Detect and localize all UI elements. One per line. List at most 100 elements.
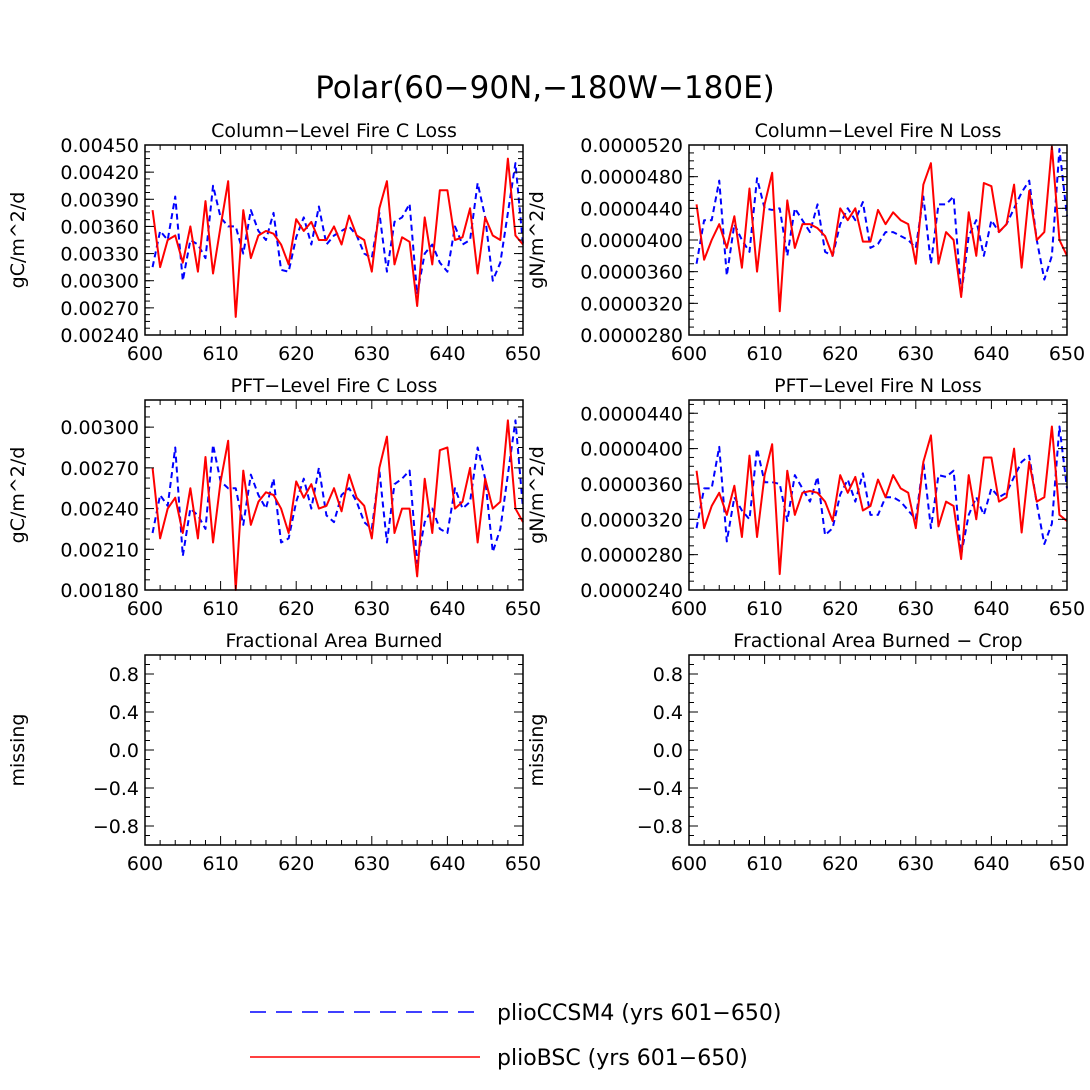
y-tick-label: 0.0000520 bbox=[580, 135, 683, 157]
series-line-plioCCSM4 bbox=[695, 425, 1068, 556]
y-tick-label: 0.0000480 bbox=[580, 167, 683, 189]
x-tick-label: 600 bbox=[671, 853, 707, 875]
y-tick-label: 0.0 bbox=[653, 740, 683, 762]
x-tick-label: 640 bbox=[973, 853, 1009, 875]
x-tick-label: 620 bbox=[822, 598, 858, 620]
y-tick-label: 0.0000440 bbox=[580, 198, 683, 220]
y-tick-label: 0.0 bbox=[109, 740, 139, 762]
legend: plioCCSM4 (yrs 601−650) plioBSC (yrs 601… bbox=[250, 1001, 781, 1071]
y-tick-label: 0.00210 bbox=[60, 539, 139, 561]
x-tick-label: 610 bbox=[202, 598, 238, 620]
y-tick-label: 0.8 bbox=[109, 664, 139, 686]
y-tick-label: 0.0000400 bbox=[580, 230, 683, 252]
series-line-plioBSC bbox=[695, 425, 1068, 576]
figure-title: Polar(60−90N,−180W−180E) bbox=[315, 70, 775, 106]
y-tick-label: 0.0000360 bbox=[580, 474, 683, 496]
series-line-plioBSC bbox=[151, 419, 524, 591]
x-tick-label: 650 bbox=[505, 598, 541, 620]
panel-4: PFT−Level Fire N Loss gN/m^2/d 600 610 620 63… bbox=[526, 375, 1085, 620]
x-tick-label: 630 bbox=[898, 343, 934, 365]
x-tick-label: 620 bbox=[278, 343, 314, 365]
y-tick-label: 0.00240 bbox=[60, 499, 139, 521]
panel-title: PFT−Level Fire N Loss bbox=[774, 375, 982, 397]
plot-frame bbox=[144, 654, 524, 846]
y-tick-label: −0.4 bbox=[637, 778, 683, 800]
x-tick-label: 610 bbox=[202, 343, 238, 365]
x-tick-label: 610 bbox=[746, 853, 782, 875]
legend-item-bsc: plioBSC (yrs 601−650) bbox=[250, 1046, 748, 1071]
x-tick-label: 650 bbox=[1049, 343, 1085, 365]
y-tick-label: 0.00240 bbox=[60, 325, 139, 347]
x-tick-label: 620 bbox=[278, 853, 314, 875]
y-tick-label: 0.0000320 bbox=[580, 509, 683, 531]
y-tick-label: −0.8 bbox=[637, 816, 683, 838]
y-tick-label: 0.00270 bbox=[60, 458, 139, 480]
x-tick-label: 620 bbox=[822, 853, 858, 875]
panel-3: PFT−Level Fire C Loss gC/m^2/d 600 610 620 63… bbox=[7, 375, 541, 620]
y-axis-label: gN/m^2/d bbox=[526, 446, 548, 544]
y-axis-label: missing bbox=[526, 714, 548, 787]
series-line-plioBSC bbox=[695, 145, 1068, 313]
x-tick-label: 610 bbox=[746, 598, 782, 620]
x-tick-label: 600 bbox=[127, 853, 163, 875]
x-tick-label: 630 bbox=[354, 853, 390, 875]
y-tick-label: 0.8 bbox=[653, 664, 683, 686]
y-tick-label: 0.0000240 bbox=[580, 580, 683, 602]
x-tick-label: 600 bbox=[671, 598, 707, 620]
x-tick-label: 600 bbox=[127, 343, 163, 365]
y-tick-label: 0.0000440 bbox=[580, 403, 683, 425]
x-tick-label: 630 bbox=[898, 853, 934, 875]
x-tick-label: 600 bbox=[127, 598, 163, 620]
x-tick-label: 610 bbox=[202, 853, 238, 875]
y-tick-label: 0.0000400 bbox=[580, 439, 683, 461]
y-tick-label: 0.0000280 bbox=[580, 325, 683, 347]
y-tick-label: 0.4 bbox=[653, 702, 683, 724]
x-tick-label: 650 bbox=[1049, 853, 1085, 875]
x-tick-label: 650 bbox=[1049, 598, 1085, 620]
y-tick-label: 0.00390 bbox=[60, 189, 139, 211]
series-line-plioCCSM4 bbox=[151, 419, 524, 564]
y-tick-label: 0.00180 bbox=[60, 580, 139, 602]
panel-title: Fractional Area Burned bbox=[226, 630, 443, 652]
plot-frame bbox=[144, 399, 524, 591]
plot-frame bbox=[688, 654, 1068, 846]
legend-item-ccsm4: plioCCSM4 (yrs 601−650) bbox=[250, 1001, 781, 1026]
y-tick-label: −0.4 bbox=[93, 778, 139, 800]
y-tick-label: 0.4 bbox=[109, 702, 139, 724]
y-tick-label: 0.00270 bbox=[60, 298, 139, 320]
y-axis-label: missing bbox=[7, 714, 29, 787]
x-tick-label: 640 bbox=[973, 343, 1009, 365]
panel-title: Column−Level Fire C Loss bbox=[211, 120, 457, 142]
y-tick-label: 0.00300 bbox=[60, 417, 139, 439]
y-tick-label: 0.00420 bbox=[60, 162, 139, 184]
y-tick-label: 0.00360 bbox=[60, 216, 139, 238]
panel-title: Column−Level Fire N Loss bbox=[755, 120, 1002, 142]
y-axis-label: gC/m^2/d bbox=[7, 192, 29, 289]
y-tick-label: 0.0000320 bbox=[580, 293, 683, 315]
x-tick-label: 630 bbox=[354, 343, 390, 365]
y-tick-label: 0.0000360 bbox=[580, 262, 683, 284]
plot-frame bbox=[688, 144, 1068, 336]
x-tick-label: 640 bbox=[429, 853, 465, 875]
y-tick-label: 0.00300 bbox=[60, 271, 139, 293]
x-tick-label: 620 bbox=[822, 343, 858, 365]
x-tick-label: 630 bbox=[354, 598, 390, 620]
legend-label-ccsm4: plioCCSM4 (yrs 601−650) bbox=[497, 1001, 781, 1026]
series-line-plioBSC bbox=[151, 157, 524, 318]
x-tick-label: 640 bbox=[973, 598, 1009, 620]
x-tick-label: 620 bbox=[278, 598, 314, 620]
x-tick-label: 640 bbox=[429, 598, 465, 620]
legend-label-bsc: plioBSC (yrs 601−650) bbox=[497, 1046, 748, 1071]
x-tick-label: 650 bbox=[505, 343, 541, 365]
panel-title: Fractional Area Burned − Crop bbox=[733, 630, 1022, 652]
panel-2: Column−Level Fire N Loss gN/m^2/d 600 610 62… bbox=[526, 120, 1085, 365]
y-tick-label: 0.00450 bbox=[60, 135, 139, 157]
x-tick-label: 640 bbox=[429, 343, 465, 365]
y-axis-label: gC/m^2/d bbox=[7, 447, 29, 544]
panel-title: PFT−Level Fire C Loss bbox=[231, 375, 438, 397]
x-tick-label: 610 bbox=[746, 343, 782, 365]
x-tick-label: 650 bbox=[505, 853, 541, 875]
panel-6: Fractional Area Burned − Crop missing 600 6… bbox=[526, 630, 1085, 875]
y-axis-label: gN/m^2/d bbox=[526, 191, 548, 289]
